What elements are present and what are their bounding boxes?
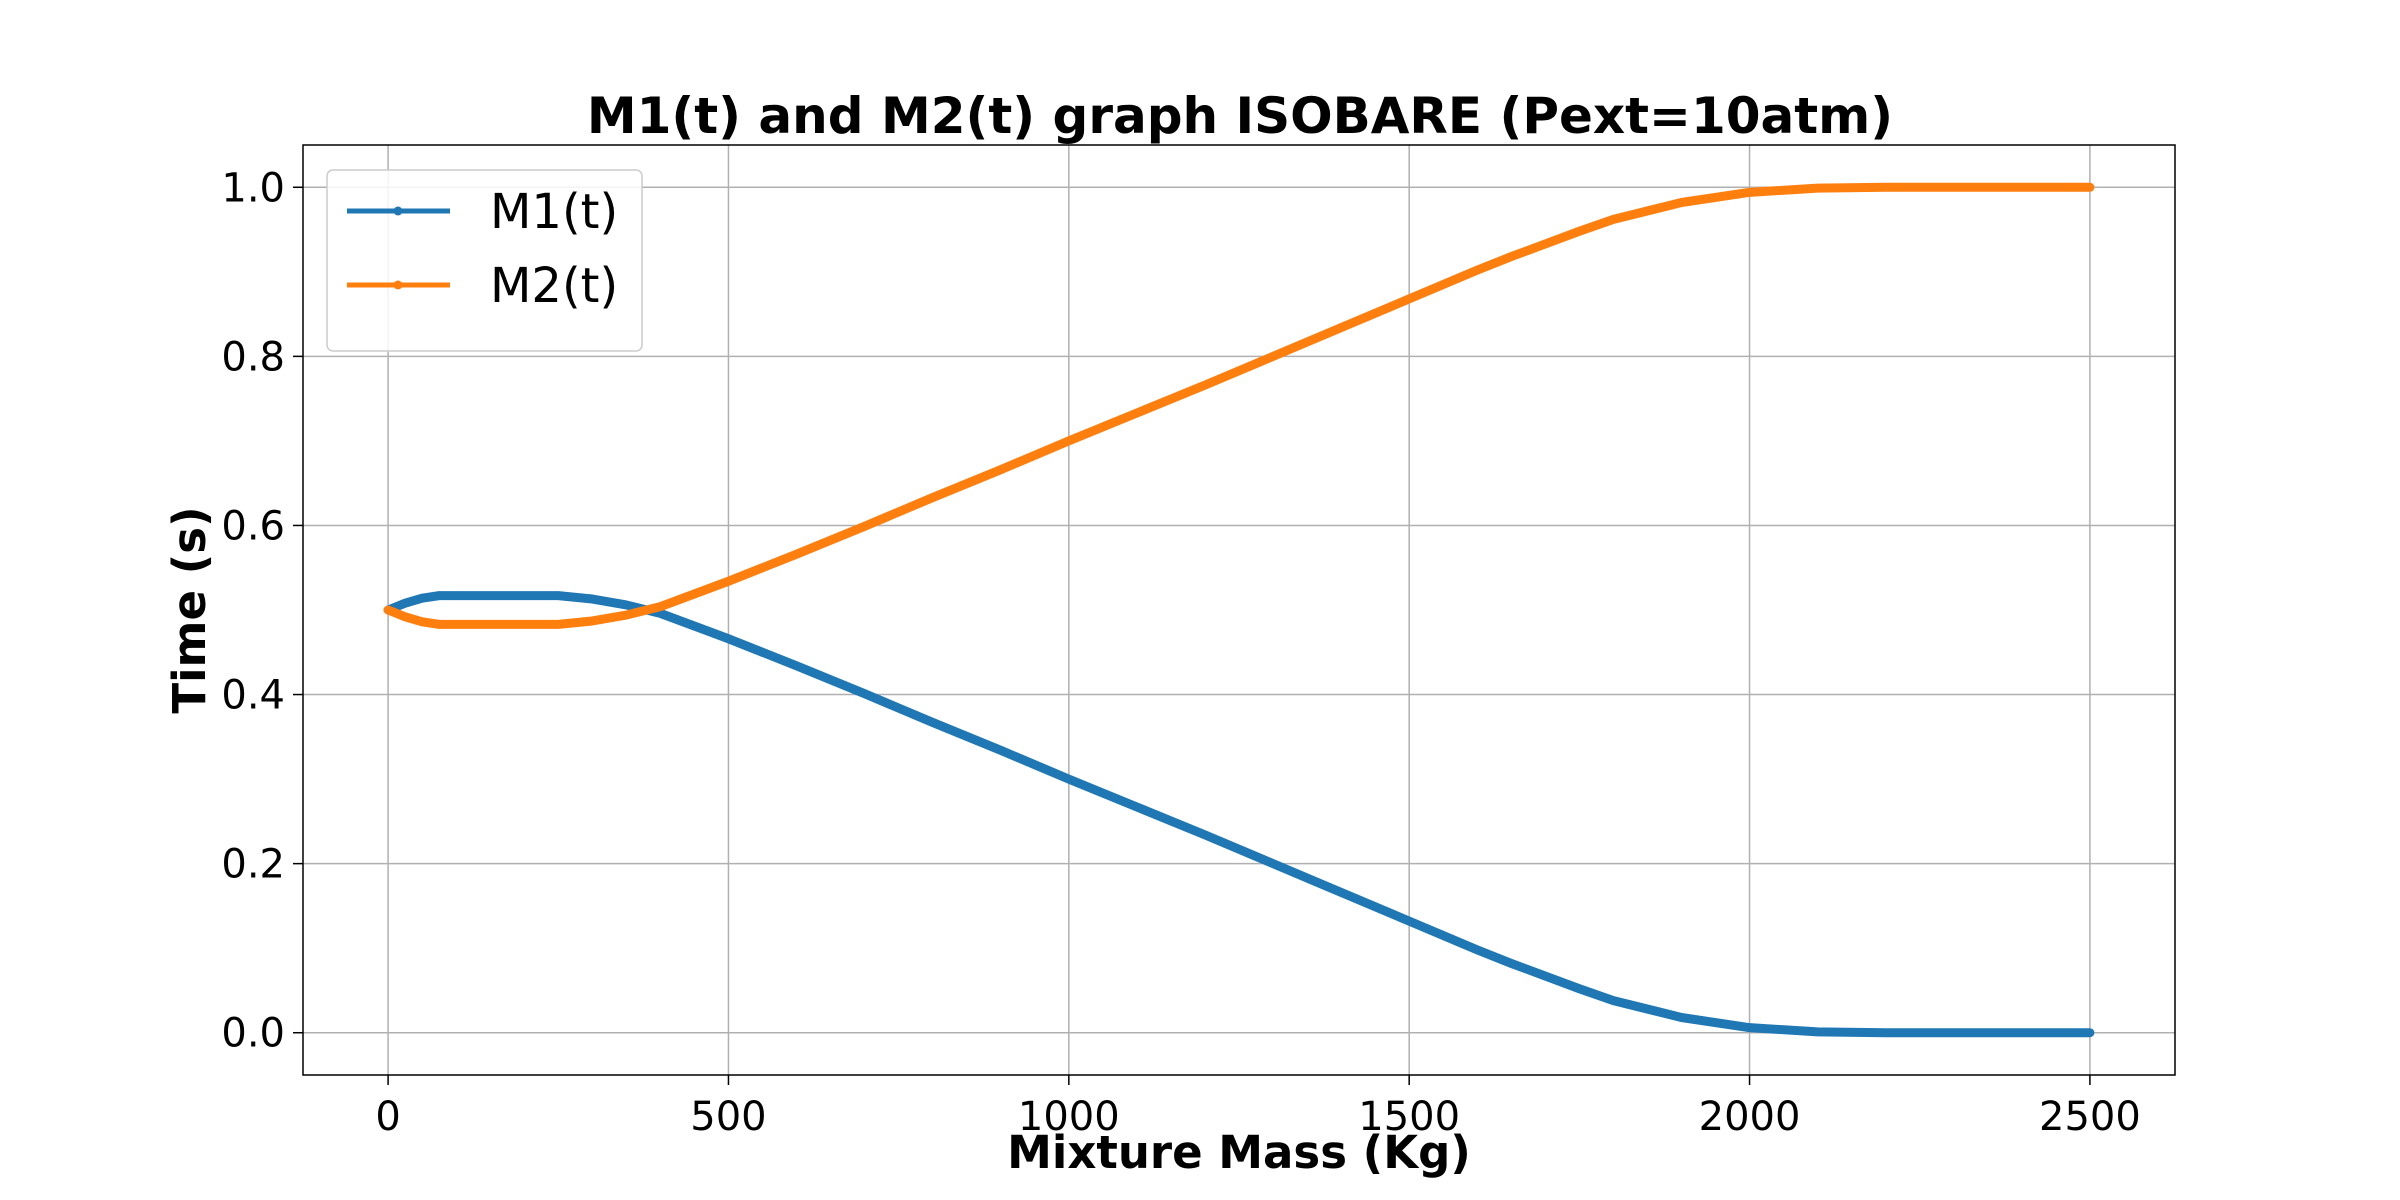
y-tick-label: 0.4 — [221, 673, 285, 719]
y-tick-label: 1.0 — [221, 165, 285, 211]
plot-frame — [302, 144, 2176, 1076]
legend: M1(t) M2(t) — [326, 169, 643, 352]
axis-ticks: 0 500 1000 1500 2000 2500 0.0 0.2 0.4 0.6 0.8 1.0 — [221, 165, 2140, 1140]
chart-title: M1(t) and M2(t) graph ISOBARE (Pext=10at… — [587, 87, 1893, 145]
y-tick-label: 0.0 — [221, 1011, 285, 1057]
x-tick-label: 500 — [690, 1094, 766, 1140]
series-line-m2t — [383, 182, 2095, 629]
plot-series — [383, 182, 2095, 1038]
y-tick-label: 0.2 — [221, 842, 285, 888]
y-tick-label: 0.6 — [221, 503, 285, 549]
legend-label: M1(t) — [490, 184, 618, 240]
x-tick-label: 1500 — [1358, 1094, 1460, 1140]
legend-label: M2(t) — [490, 258, 618, 314]
x-tick-label: 0 — [375, 1094, 400, 1140]
legend-marker — [393, 206, 403, 216]
y-axis-label: Time (s) — [163, 506, 216, 713]
legend-box — [326, 169, 643, 352]
legend-marker — [393, 280, 403, 290]
x-axis-label: Mixture Mass (Kg) — [1007, 1126, 1471, 1179]
x-tick-label: 2500 — [2039, 1094, 2141, 1140]
y-tick-label: 0.8 — [221, 334, 285, 380]
x-tick-label: 2000 — [1699, 1094, 1801, 1140]
series-line-m1t — [383, 591, 2095, 1038]
x-tick-label: 1000 — [1018, 1094, 1120, 1140]
